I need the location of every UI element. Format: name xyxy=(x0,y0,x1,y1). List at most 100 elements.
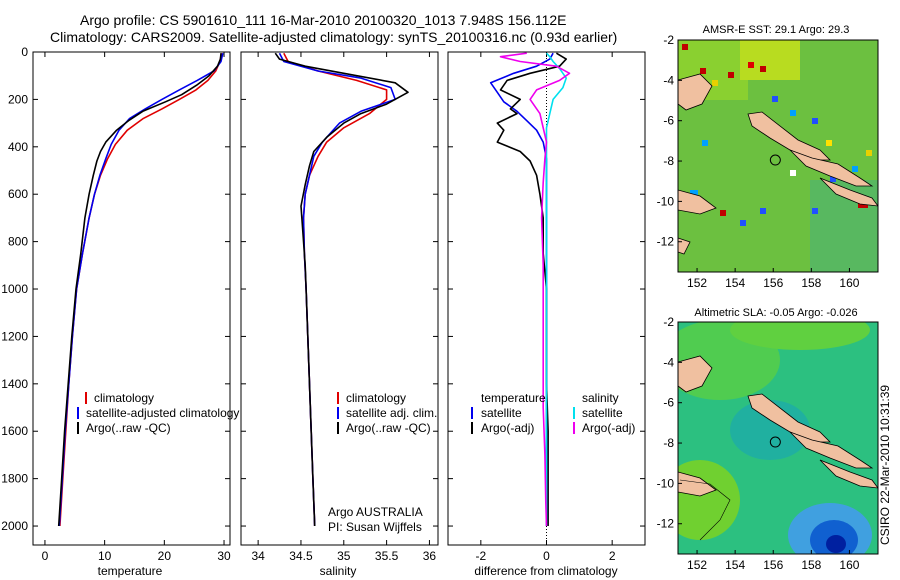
sst-map-axes: 152 154 156 158 160 -2 -4 -6 -8 -10 -12 xyxy=(657,33,860,290)
legend-label-argo: Argo(..raw -QC) xyxy=(86,421,171,435)
diff-legend-label-sal-argo: Argo(-adj) xyxy=(582,421,635,435)
map-x-tick-label: 160 xyxy=(839,276,859,290)
sst-pixel xyxy=(852,166,858,172)
diff-legend-label-sal-satellite: satellite xyxy=(582,406,623,420)
x-tick-label: -2 xyxy=(475,549,486,563)
sst-map-image xyxy=(678,40,878,272)
map-y-tick-label: -6 xyxy=(663,396,674,410)
sst-pixel xyxy=(700,68,706,74)
sla-island-solomons-1 xyxy=(789,431,874,469)
sst-pixel xyxy=(812,208,818,214)
sla-map-title: Altimetric SLA: -0.05 Argo: -0.026 xyxy=(694,307,857,319)
y-tick-label: 1000 xyxy=(1,282,28,296)
sst-pixel xyxy=(866,150,872,156)
sla-map-image xyxy=(678,322,878,554)
sst-pixel xyxy=(728,72,734,78)
argo-agency-note: Argo AUSTRALIA xyxy=(328,505,423,519)
x-tick-label: 10 xyxy=(98,549,112,563)
temperature-xlabel: temperature xyxy=(98,564,163,578)
y-tick-label: 1200 xyxy=(1,329,28,343)
sla-low-centre xyxy=(730,400,810,460)
diff-legend-label-temp-satellite: satellite xyxy=(481,406,522,420)
sst-island-solomons-2 xyxy=(819,177,878,207)
difference-plot: -2 0 2 xyxy=(448,51,645,563)
y-tick-label: 0 xyxy=(21,45,28,59)
x-tick-label: 36 xyxy=(423,549,437,563)
legend-label-climatology: climatology xyxy=(94,391,154,405)
sla-island-nw xyxy=(678,355,713,393)
sal-legend-label-climatology: climatology xyxy=(346,391,406,405)
map-x-tick-label: 152 xyxy=(687,276,707,290)
map-x-tick-label: 154 xyxy=(725,558,745,572)
y-tick-label: 1400 xyxy=(1,377,28,391)
difference-xlabel: difference from climatology xyxy=(474,564,617,578)
map-y-tick-label: -2 xyxy=(663,33,674,47)
sst-pixel xyxy=(712,80,718,86)
diff-legend-title-salinity: salinity xyxy=(582,391,619,405)
sst-warm-patch-n xyxy=(740,40,800,80)
x-tick-label: 20 xyxy=(158,549,172,563)
sla-map-frame xyxy=(677,321,879,555)
sst-pixel xyxy=(826,140,832,146)
temperature-plot: 0 10 20 30 0 200 400 600 800 1000 1200 1400 1600 1800… xyxy=(1,45,231,563)
sla-high-n xyxy=(730,322,870,350)
map-y-tick-label: -8 xyxy=(663,436,674,450)
series-line-climatology xyxy=(59,53,223,527)
sst-map-frame xyxy=(677,39,879,273)
series-line-satellite-adj-clim- xyxy=(278,52,397,527)
map-y-tick-label: -8 xyxy=(663,154,674,168)
pi-note: PI: Susan Wijffels xyxy=(328,520,422,534)
salinity-axes-frame xyxy=(240,51,439,546)
sst-island-nw xyxy=(678,73,713,111)
series-line-satellite-adjusted-climatology xyxy=(58,53,224,527)
sla-island-solomons-2 xyxy=(819,459,878,489)
map-y-tick-label: -2 xyxy=(663,315,674,329)
x-tick-label: 35 xyxy=(337,549,351,563)
sst-pixel xyxy=(790,170,796,176)
map-x-tick-label: 156 xyxy=(763,558,783,572)
map-x-tick-label: 160 xyxy=(839,558,859,572)
map-x-tick-label: 158 xyxy=(801,276,821,290)
map-y-tick-label: -10 xyxy=(657,476,675,490)
salinity-plot: 34 34.5 35 35.5 36 xyxy=(241,51,438,563)
sal-legend-label-argo: Argo(..raw -QC) xyxy=(346,421,431,435)
y-tick-label: 400 xyxy=(8,140,28,154)
figure-title-line1: Argo profile: CS 5901610_111 16-Mar-2010… xyxy=(80,12,567,28)
series-line-salinity-argo-adj- xyxy=(499,52,571,527)
temperature-axes-frame xyxy=(32,51,231,546)
map-y-tick-label: -12 xyxy=(657,517,675,531)
sla-island-png xyxy=(678,471,717,497)
figure-title-line2: Climatology: CARS2009. Satellite-adjuste… xyxy=(50,29,618,45)
diff-legend-label-temp-argo: Argo(-adj) xyxy=(481,421,534,435)
sst-pixel xyxy=(760,208,766,214)
map-y-tick-label: -6 xyxy=(663,114,674,128)
sst-island-solomons-1 xyxy=(789,149,874,187)
map-y-tick-label: -12 xyxy=(657,235,675,249)
y-tick-label: 1600 xyxy=(1,424,28,438)
x-tick-label: 35.5 xyxy=(375,549,399,563)
y-tick-label: 800 xyxy=(8,235,28,249)
sst-pixel xyxy=(772,96,778,102)
map-x-tick-label: 154 xyxy=(725,276,745,290)
y-tick-label: 600 xyxy=(8,187,28,201)
map-x-tick-label: 156 xyxy=(763,276,783,290)
map-x-tick-label: 152 xyxy=(687,558,707,572)
sst-pixel xyxy=(740,220,746,226)
sst-pixel xyxy=(682,44,688,50)
x-tick-label: 0 xyxy=(543,549,550,563)
series-line-argo-raw-qc- xyxy=(57,53,222,527)
sla-contour xyxy=(679,479,731,541)
x-tick-label: 2 xyxy=(609,549,616,563)
sla-low-se-core xyxy=(826,535,846,553)
legend-label-satellite-adjusted: satellite-adjusted climatology xyxy=(86,406,239,420)
y-tick-label: 2000 xyxy=(1,519,28,533)
series-line-climatology xyxy=(283,52,388,527)
x-tick-label: 34.5 xyxy=(289,549,313,563)
sst-argo-marker xyxy=(769,154,781,166)
sst-pixel xyxy=(790,110,796,116)
series-line-temperature-argo-adj- xyxy=(496,52,568,526)
x-tick-label: 30 xyxy=(217,549,231,563)
sla-map-axes: 152 154 156 158 160 -2 -4 -6 -8 -10 -12 xyxy=(657,315,860,572)
sst-pixel xyxy=(748,62,754,68)
